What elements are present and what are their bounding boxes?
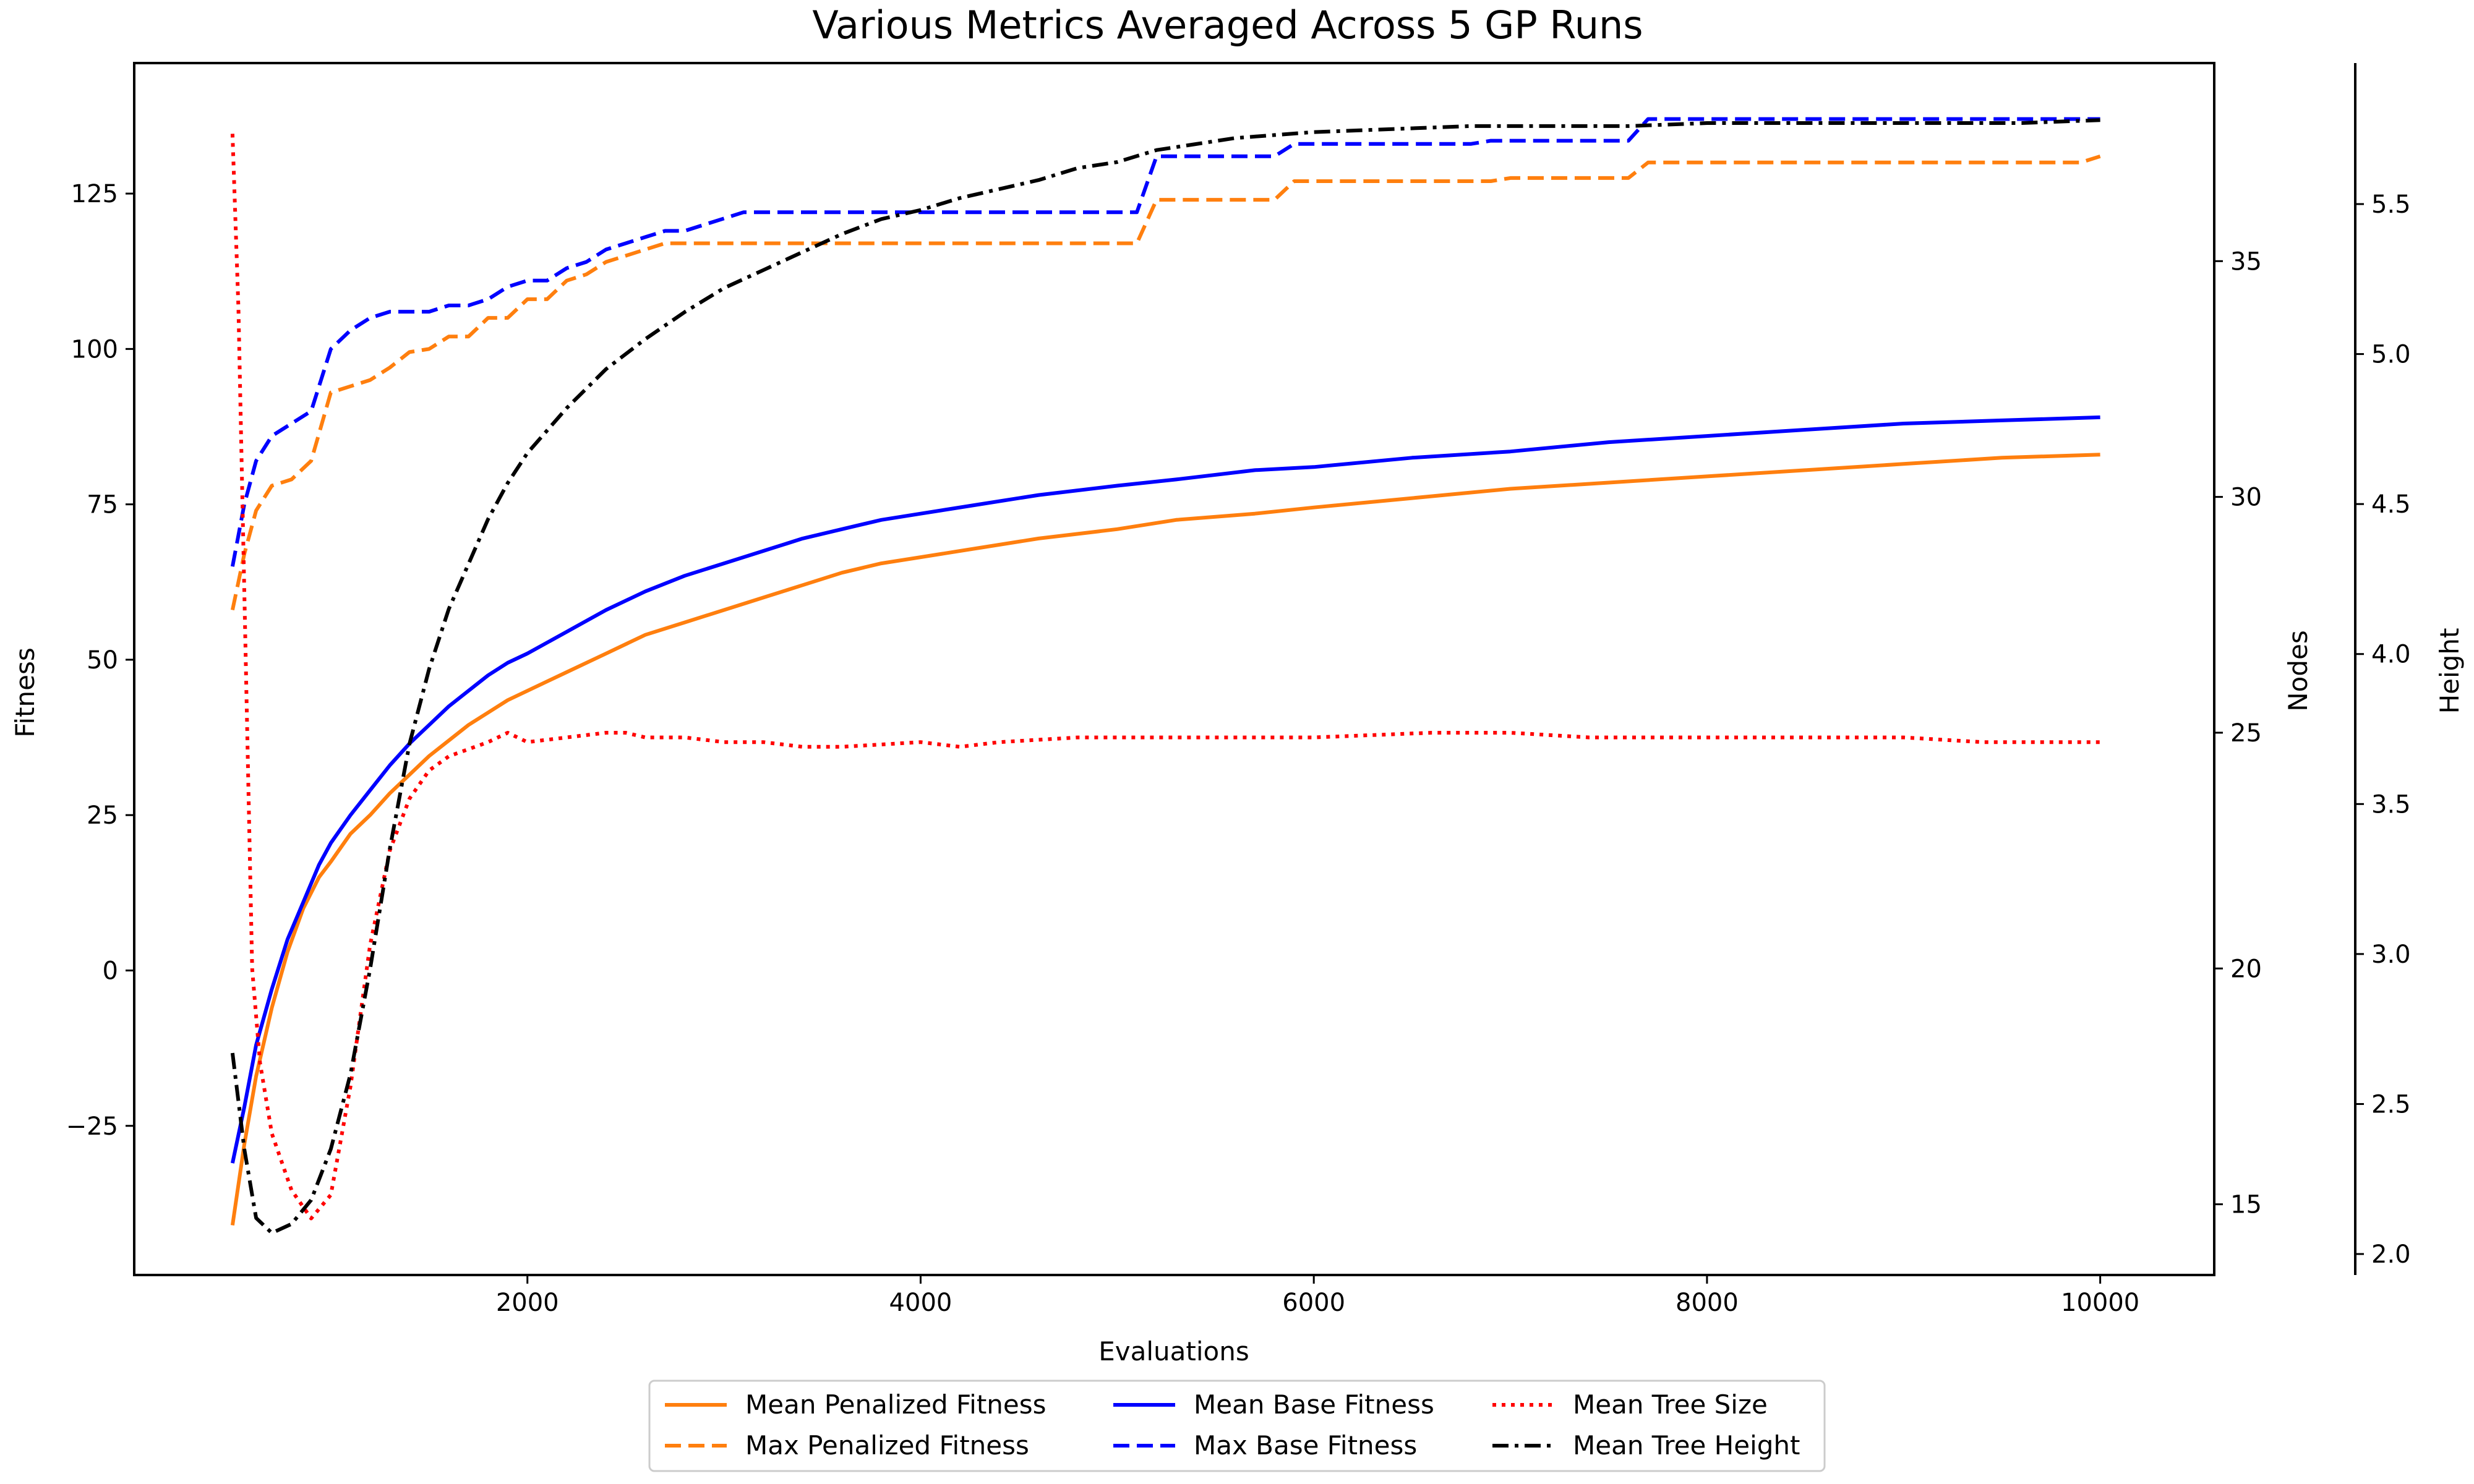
y-axis-label-nodes: Nodes [2283,630,2313,712]
y-tick-label-height: 4.5 [2371,490,2411,519]
y-axis-label-height: Height [2434,628,2465,714]
legend-label-5: Mean Tree Height [1573,1430,1800,1461]
series-layer [230,117,2101,1235]
x-tick-label: 6000 [1282,1289,1345,1317]
x-tick-label: 2000 [496,1289,559,1317]
y-tick-label-height: 3.5 [2371,790,2411,819]
legend-label-4: Mean Tree Size [1573,1389,1768,1420]
y-tick-label-nodes: 20 [2230,955,2262,983]
y-tick-label-fitness: −25 [66,1112,118,1141]
series-line-3 [230,117,2100,567]
y-tick-label-nodes: 25 [2230,719,2262,748]
series-line-5 [230,118,2100,1235]
series-line-1 [230,154,2101,611]
legend-label-3: Max Base Fitness [1194,1430,1417,1461]
y-tick-label-nodes: 35 [2230,247,2262,276]
legend-label-2: Mean Base Fitness [1194,1389,1434,1420]
y-tick-label-height: 5.5 [2371,190,2411,219]
y-tick-label-fitness: 0 [103,957,118,985]
axes-layer: 2000 4000 6000 8000 10000 −25 0 25 50 75 100 125 15 2… [66,63,2411,1317]
series-line-2 [230,415,2100,1164]
series-line-4 [230,134,2100,1221]
y-tick-label-nodes: 15 [2230,1191,2262,1219]
x-axis-label: Evaluations [1098,1336,1249,1367]
y-tick-label-height: 4.0 [2371,641,2411,669]
plot-area-frame [133,62,2215,1276]
y-tick-label-nodes: 30 [2230,484,2262,512]
y-tick-label-fitness: 25 [87,801,118,830]
x-tick-label: 10000 [2061,1289,2139,1317]
legend-label-0: Mean Penalized Fitness [745,1389,1047,1420]
chart-title: Various Metrics Averaged Across 5 GP Run… [812,2,1643,48]
series-line-0 [230,453,2100,1226]
y-tick-label-height: 3.0 [2371,940,2411,969]
legend-label-1: Max Penalized Fitness [745,1430,1029,1461]
y-tick-label-height: 5.0 [2371,341,2411,369]
legend: Mean Penalized Fitness Max Penalized Fitn… [648,1380,1826,1472]
y-tick-label-height: 2.0 [2371,1240,2411,1269]
x-tick-label: 4000 [889,1289,952,1317]
y-tick-label-fitness: 100 [71,335,118,364]
y-axis-label-fitness: Fitness [10,647,40,737]
x-tick-label: 8000 [1676,1289,1739,1317]
y-tick-label-fitness: 50 [87,646,118,675]
y-tick-label-fitness: 125 [71,180,118,208]
y-tick-label-height: 2.5 [2371,1090,2411,1119]
y-tick-label-fitness: 75 [87,491,118,519]
